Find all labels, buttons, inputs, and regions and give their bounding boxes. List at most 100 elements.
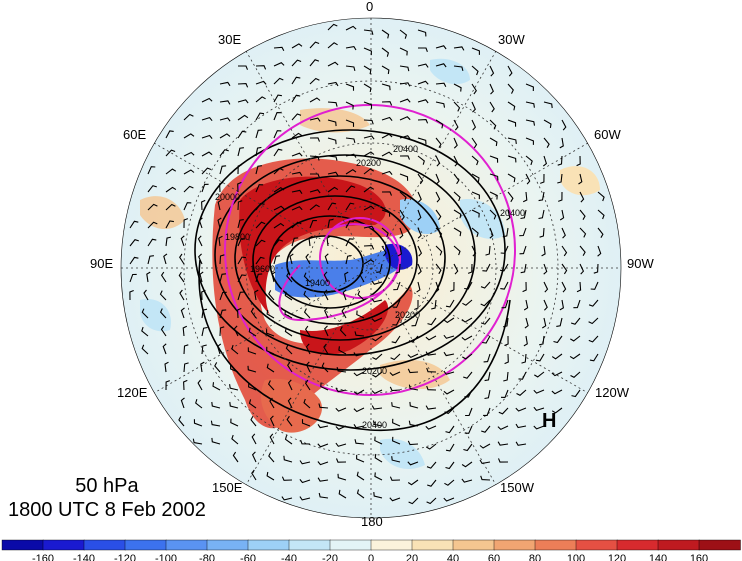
wind-barb (251, 433, 257, 445)
colorbar-tick-label: 140 (649, 553, 667, 561)
wind-barb (255, 184, 264, 193)
wind-barb (558, 191, 563, 202)
wind-barb (165, 186, 177, 193)
wind-barb (345, 254, 352, 265)
wind-barb (443, 389, 455, 395)
wind-barb (247, 347, 257, 355)
wind-barb (444, 407, 455, 415)
wind-barb (318, 492, 329, 499)
wind-barb (233, 325, 239, 337)
wind-barb (255, 202, 265, 211)
wind-barb (504, 353, 509, 365)
wind-barb (318, 403, 329, 409)
wind-barb (542, 317, 547, 329)
wind-barb (147, 255, 154, 265)
wind-barb (219, 165, 227, 175)
wind-barb (480, 299, 491, 307)
wind-barb (543, 101, 553, 109)
colorbar-tick-label: -80 (199, 553, 215, 561)
wind-barb (281, 476, 293, 481)
colorbar-swatch (206, 539, 249, 551)
lon-label-90e: 90E (90, 256, 114, 271)
wind-barb (291, 171, 303, 177)
wind-barb (146, 271, 151, 283)
wind-barb (381, 65, 390, 75)
height-contours (194, 129, 511, 432)
wind-barb (284, 310, 293, 319)
wind-barb (291, 43, 303, 49)
wind-barb (266, 346, 275, 355)
wind-barb (309, 137, 321, 142)
wind-barb (445, 425, 455, 434)
wind-barb (559, 137, 564, 149)
wind-barb (408, 335, 419, 343)
wind-barb (480, 475, 491, 481)
wind-barb (435, 173, 440, 185)
wind-barb (597, 191, 605, 202)
wind-barb (507, 137, 517, 144)
contour-label: 20000 (215, 192, 240, 202)
wind-barb (363, 29, 374, 35)
wind-barb (399, 116, 411, 121)
wind-barb (392, 299, 401, 308)
wind-barb (197, 235, 203, 247)
wind-barb (231, 344, 239, 355)
wind-barb (371, 389, 383, 395)
wind-barb (435, 119, 444, 129)
wind-barb (201, 183, 209, 193)
wind-barb (266, 329, 275, 337)
wind-barb (435, 82, 447, 88)
colorbar-swatch (616, 539, 659, 551)
wind-barb (516, 389, 527, 396)
wind-barb (461, 335, 473, 341)
wind-barb (471, 137, 478, 149)
wind-barb (363, 225, 375, 230)
wind-barb (255, 256, 265, 265)
wind-barb (251, 469, 257, 481)
wind-barb (219, 254, 225, 265)
wind-barb (327, 23, 338, 31)
wind-barb (479, 459, 491, 465)
wind-barb (417, 245, 423, 257)
colorbar-swatch (698, 539, 741, 551)
wind-barb (201, 308, 208, 319)
wind-barb (471, 83, 477, 95)
colorbar-swatch (42, 539, 85, 551)
wind-barb (518, 371, 527, 380)
wind-barb (381, 151, 393, 157)
colorbar: -160 -140 -120 -100 -80 -60 -40 -20 0 20 40 60 80 100… (1, 539, 741, 561)
wind-barb (445, 443, 455, 452)
wind-barb (178, 416, 185, 427)
wind-barb (443, 497, 455, 502)
wind-barb (559, 209, 565, 221)
wind-barb (407, 368, 419, 374)
wind-barb (520, 209, 527, 220)
wind-barb (248, 399, 257, 409)
wind-barb (497, 458, 509, 463)
wind-barb (300, 439, 311, 445)
wind-barb (309, 220, 317, 229)
wind-barb (327, 202, 337, 211)
wind-barb (284, 435, 293, 445)
wind-barb (417, 263, 422, 275)
wind-barb (399, 191, 407, 202)
wind-barb (489, 227, 494, 239)
wind-barb (335, 442, 347, 447)
wind-barb (250, 416, 257, 427)
wind-barb (399, 173, 409, 181)
colorbar-swatch (329, 539, 372, 551)
wind-barb (485, 245, 491, 256)
colorbar-tick-label: -40 (281, 553, 297, 561)
wind-barb (291, 76, 301, 85)
wind-barb (489, 209, 497, 220)
wind-barb (197, 379, 203, 391)
wind-barb (201, 326, 208, 337)
wind-barb (570, 371, 581, 378)
wind-barb (576, 155, 581, 167)
wind-barb (533, 389, 545, 394)
wind-barb (359, 271, 365, 283)
wind-barb (500, 281, 509, 290)
wind-barb (417, 155, 425, 165)
wind-barb (219, 133, 231, 139)
colorbar-swatch (83, 539, 126, 551)
